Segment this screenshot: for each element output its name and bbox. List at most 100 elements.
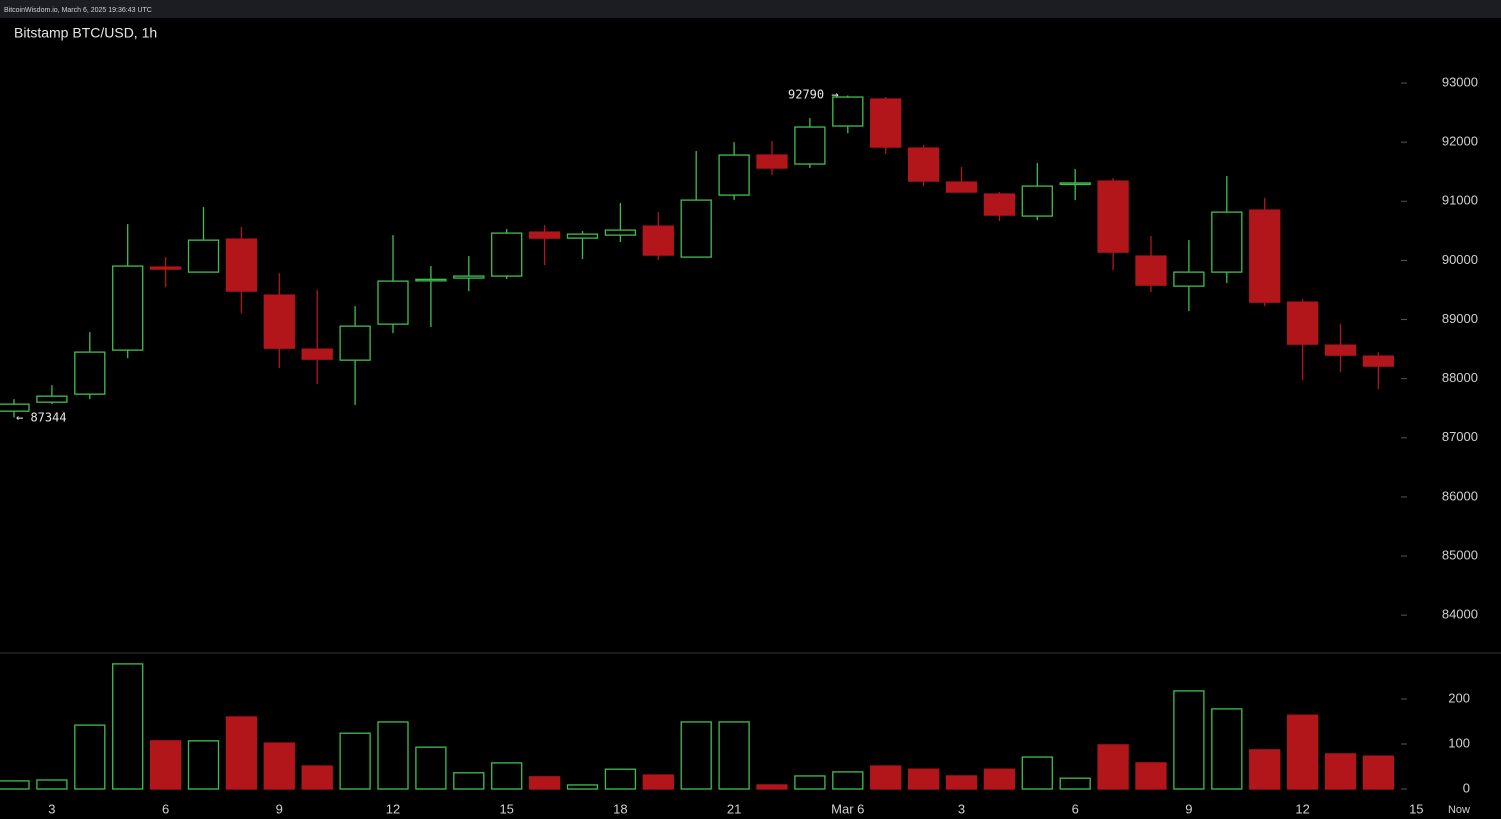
volume-bar [1097, 744, 1129, 790]
volume-bar [1021, 756, 1053, 790]
x-tick-label: Now [1448, 804, 1470, 816]
y-tick-label: 91000 [1442, 193, 1478, 208]
volume-bar [36, 779, 68, 790]
candle-body [74, 351, 106, 395]
header-bar [0, 0, 1501, 18]
candle-body [377, 280, 409, 325]
x-tick-label: Mar 6 [831, 801, 864, 816]
candle-body [1135, 255, 1167, 286]
volume-bar [680, 721, 712, 790]
candle-body [453, 275, 485, 279]
volume-bar [187, 740, 220, 790]
y-tick-label: 92000 [1442, 134, 1478, 149]
candle-body [528, 231, 561, 239]
volume-bar [907, 768, 940, 790]
header: BitcoinWisdom.io, March 6, 2025 19:36:43… [4, 7, 152, 14]
volume-bar [983, 768, 1016, 790]
candle-body [832, 96, 864, 127]
x-tick-label: 9 [276, 801, 283, 816]
candle-body [680, 199, 712, 258]
candle-body [225, 238, 258, 292]
x-tick-label: 15 [499, 801, 513, 816]
candle-body [1286, 301, 1319, 345]
candle-body [263, 294, 295, 349]
candle-body [491, 232, 523, 277]
volume-bar [453, 772, 485, 790]
y-tick-label: 200 [1448, 690, 1470, 705]
candle-body [149, 266, 182, 270]
x-tick-label: 6 [1072, 801, 1079, 816]
volume-bar [1211, 708, 1243, 790]
candle-body [1324, 344, 1357, 356]
candle-body [642, 225, 674, 256]
candle-body [604, 229, 637, 236]
y-tick-label: 93000 [1442, 74, 1478, 89]
candle-body [870, 98, 902, 148]
candle-body [415, 278, 447, 282]
volume-bar [1362, 755, 1395, 790]
volume-bar [225, 716, 258, 790]
candle-body [339, 325, 371, 361]
candle-body [794, 126, 826, 165]
volume-bar [491, 762, 523, 790]
x-tick-label: 18 [613, 801, 627, 816]
volume-bar [1059, 777, 1091, 790]
x-tick-label: 15 [1409, 801, 1423, 816]
volume-bar [1249, 749, 1281, 790]
volume-bar [263, 742, 295, 790]
x-tick-label: 9 [1185, 801, 1192, 816]
x-tick-label: 3 [958, 801, 965, 816]
candle-body [1059, 182, 1091, 186]
y-tick-label: 87000 [1442, 429, 1478, 444]
candle-body [1097, 180, 1129, 253]
volume-bar [528, 776, 561, 790]
candle-body [1021, 185, 1053, 217]
x-tick-label: 3 [48, 801, 55, 816]
x-tick-label: 21 [727, 801, 741, 816]
volume-bar [0, 780, 30, 790]
y-tick-label: 85000 [1442, 547, 1478, 562]
volume-bar [301, 765, 333, 790]
candle-body [187, 239, 220, 273]
candle-body [718, 154, 750, 196]
candle-body [1173, 271, 1205, 287]
volume-bar [1324, 753, 1357, 790]
annotation: 92790 → [788, 88, 839, 102]
volume-bar [794, 775, 826, 790]
volume-bar [377, 721, 409, 790]
candle-body [566, 233, 599, 239]
volume-bar [756, 784, 788, 790]
volume-bar [945, 775, 978, 790]
volume-bar [718, 721, 750, 790]
volume-bar [112, 663, 144, 790]
y-tick-label: 0 [1463, 780, 1470, 795]
x-tick-label: 12 [1295, 801, 1309, 816]
candle-body [36, 395, 68, 403]
y-tick-label: 100 [1448, 735, 1470, 750]
annotation: ← 87344 [16, 411, 67, 425]
volume-bar [832, 771, 864, 790]
candle-body [756, 154, 788, 169]
y-tick-label: 90000 [1442, 252, 1478, 267]
volume-bar [642, 774, 674, 790]
volume-bar [415, 746, 447, 790]
volume-bar [566, 784, 599, 790]
candle-body [907, 147, 940, 182]
chart-title: Bitstamp BTC/USD, 1h [14, 25, 157, 41]
candle-body [112, 265, 144, 351]
volume-bar [1286, 714, 1319, 790]
candle-body [983, 193, 1016, 216]
candle-body [1362, 355, 1395, 367]
y-tick-label: 84000 [1442, 607, 1478, 622]
y-tick-label: 88000 [1442, 370, 1478, 385]
candle-body [0, 403, 30, 412]
y-tick-label: 86000 [1442, 488, 1478, 503]
candle-body [301, 348, 333, 360]
volume-bar [870, 765, 902, 790]
candle-body [945, 181, 978, 193]
volume-bar [1135, 762, 1167, 790]
candle-body [1211, 211, 1243, 273]
x-tick-label: 6 [162, 801, 169, 816]
x-tick-label: 12 [386, 801, 400, 816]
